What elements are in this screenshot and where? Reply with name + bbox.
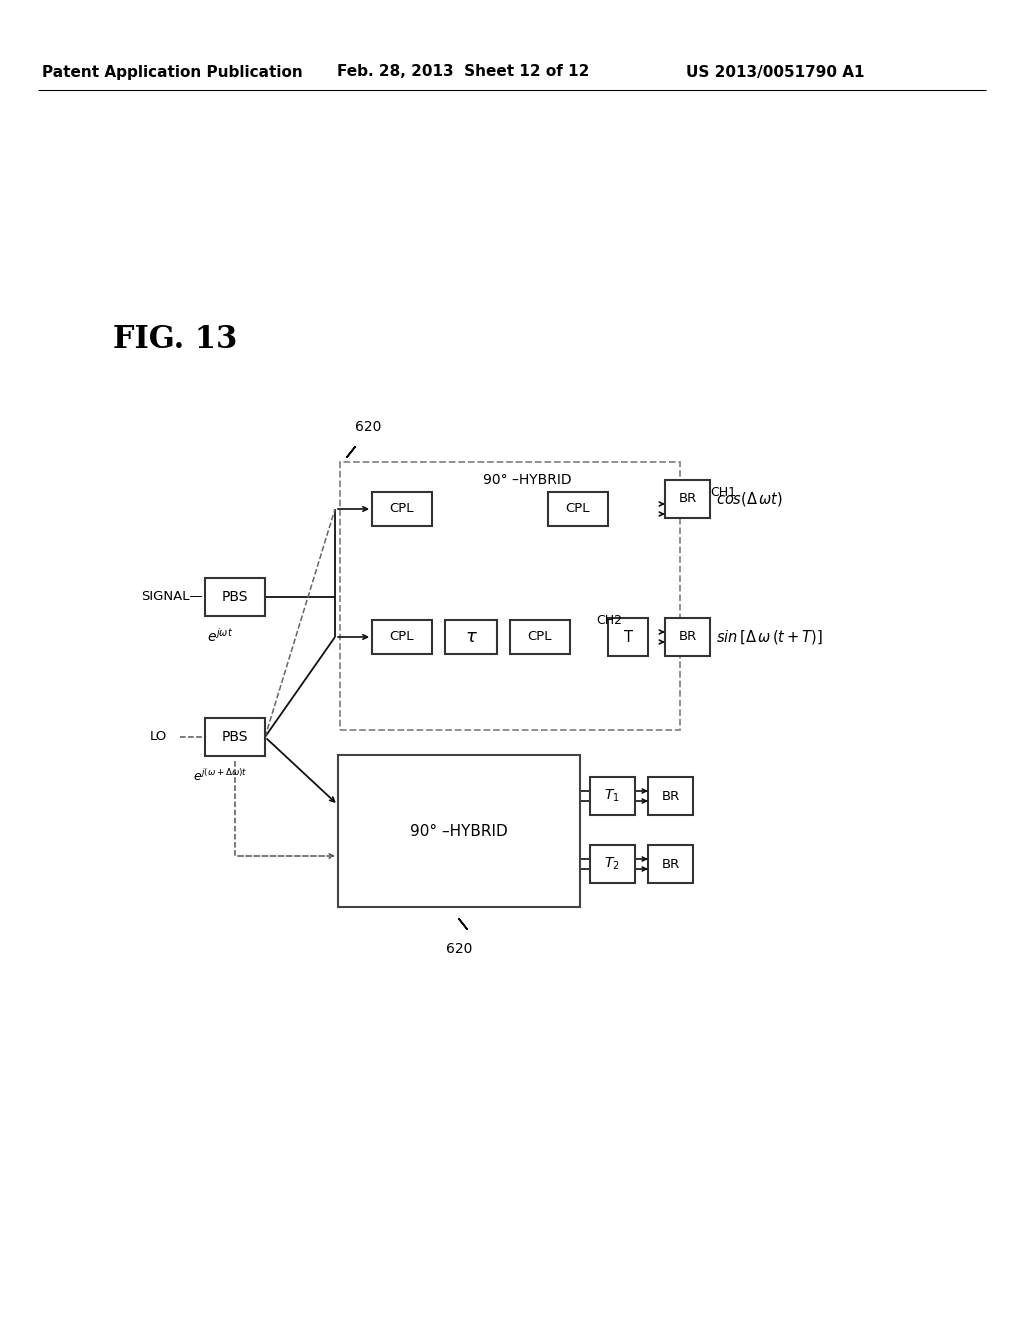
Bar [648,845,693,883]
Bar [590,845,635,883]
Bar [590,777,635,814]
Text: T: T [624,630,633,644]
Text: PBS: PBS [222,730,248,744]
Bar [372,492,432,525]
Text: Feb. 28, 2013  Sheet 12 of 12: Feb. 28, 2013 Sheet 12 of 12 [337,65,589,79]
Text: $T_2$: $T_2$ [604,855,620,873]
Text: 90° –HYBRID: 90° –HYBRID [482,473,571,487]
Text: $T_1$: $T_1$ [604,788,620,804]
Text: BR: BR [662,789,680,803]
Bar [205,578,265,616]
Bar [648,777,693,814]
Bar [372,620,432,653]
Text: CPL: CPL [390,631,415,644]
Bar [665,618,710,656]
Text: CH1: CH1 [710,487,736,499]
Text: $e^{j\omega t}$: $e^{j\omega t}$ [207,627,233,645]
Bar [665,480,710,517]
Text: 620: 620 [354,420,381,434]
Text: BR: BR [678,631,696,644]
Text: US 2013/0051790 A1: US 2013/0051790 A1 [686,65,864,79]
Text: $e^{j(\omega+\Delta\omega)t}$: $e^{j(\omega+\Delta\omega)t}$ [193,768,248,784]
Text: Patent Application Publication: Patent Application Publication [42,65,302,79]
Bar [338,755,580,907]
Bar [510,620,570,653]
Text: $cos(\Delta\,\omega t)$: $cos(\Delta\,\omega t)$ [716,490,783,508]
Text: 620: 620 [445,942,472,956]
Text: 90° –HYBRID: 90° –HYBRID [411,824,508,838]
Bar [445,620,497,653]
Text: SIGNAL—: SIGNAL— [141,590,203,603]
Text: $\tau$: $\tau$ [465,628,477,645]
Text: BR: BR [678,492,696,506]
Text: CPL: CPL [565,503,590,516]
Text: LO: LO [150,730,167,743]
Text: CH2: CH2 [596,615,622,627]
Text: BR: BR [662,858,680,870]
Bar [608,618,648,656]
Bar [340,462,680,730]
Bar [205,718,265,756]
Text: FIG. 13: FIG. 13 [113,325,238,355]
Text: $sin\,[\Delta\,\omega\,(t+T)]$: $sin\,[\Delta\,\omega\,(t+T)]$ [716,628,822,645]
Text: CPL: CPL [527,631,552,644]
Bar [548,492,608,525]
Text: PBS: PBS [222,590,248,605]
Text: CPL: CPL [390,503,415,516]
